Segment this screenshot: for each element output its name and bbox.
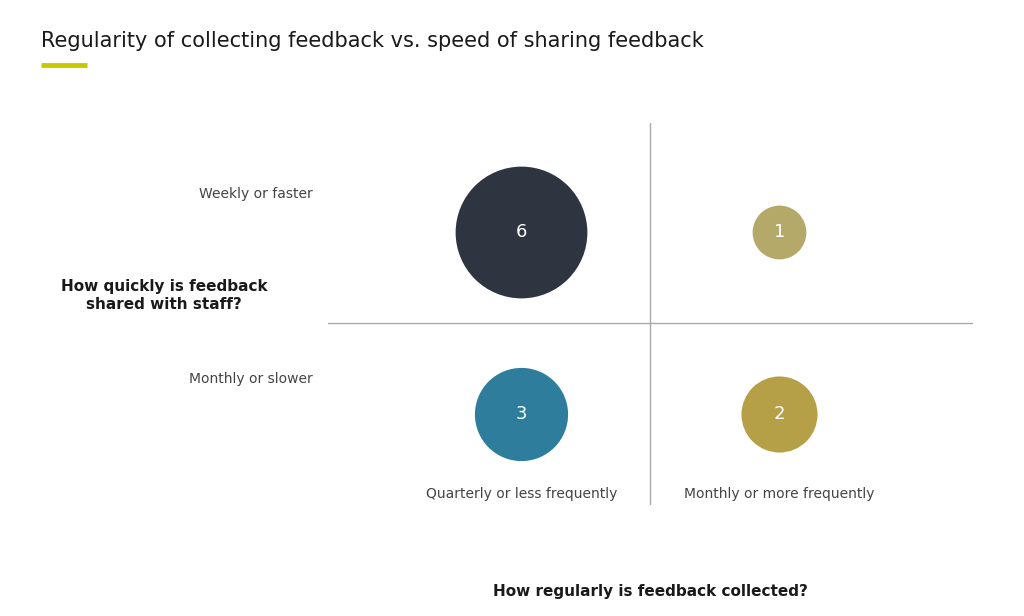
- Text: 3: 3: [515, 405, 527, 423]
- Text: Weekly or faster: Weekly or faster: [199, 187, 312, 201]
- Text: 1: 1: [773, 224, 785, 241]
- Text: Monthly or more frequently: Monthly or more frequently: [684, 487, 874, 501]
- Text: How regularly is feedback collected?: How regularly is feedback collected?: [493, 584, 808, 599]
- Text: Regularity of collecting feedback vs. speed of sharing feedback: Regularity of collecting feedback vs. sp…: [41, 31, 703, 51]
- Text: Monthly or slower: Monthly or slower: [188, 372, 312, 386]
- Point: [513, 227, 529, 237]
- Point: [513, 409, 529, 419]
- Text: How quickly is feedback
shared with staff?: How quickly is feedback shared with staf…: [60, 280, 267, 312]
- Text: Quarterly or less frequently: Quarterly or less frequently: [426, 487, 616, 501]
- Point: [771, 409, 787, 419]
- Text: 6: 6: [515, 224, 527, 241]
- Text: 2: 2: [773, 405, 785, 423]
- Point: [771, 227, 787, 237]
